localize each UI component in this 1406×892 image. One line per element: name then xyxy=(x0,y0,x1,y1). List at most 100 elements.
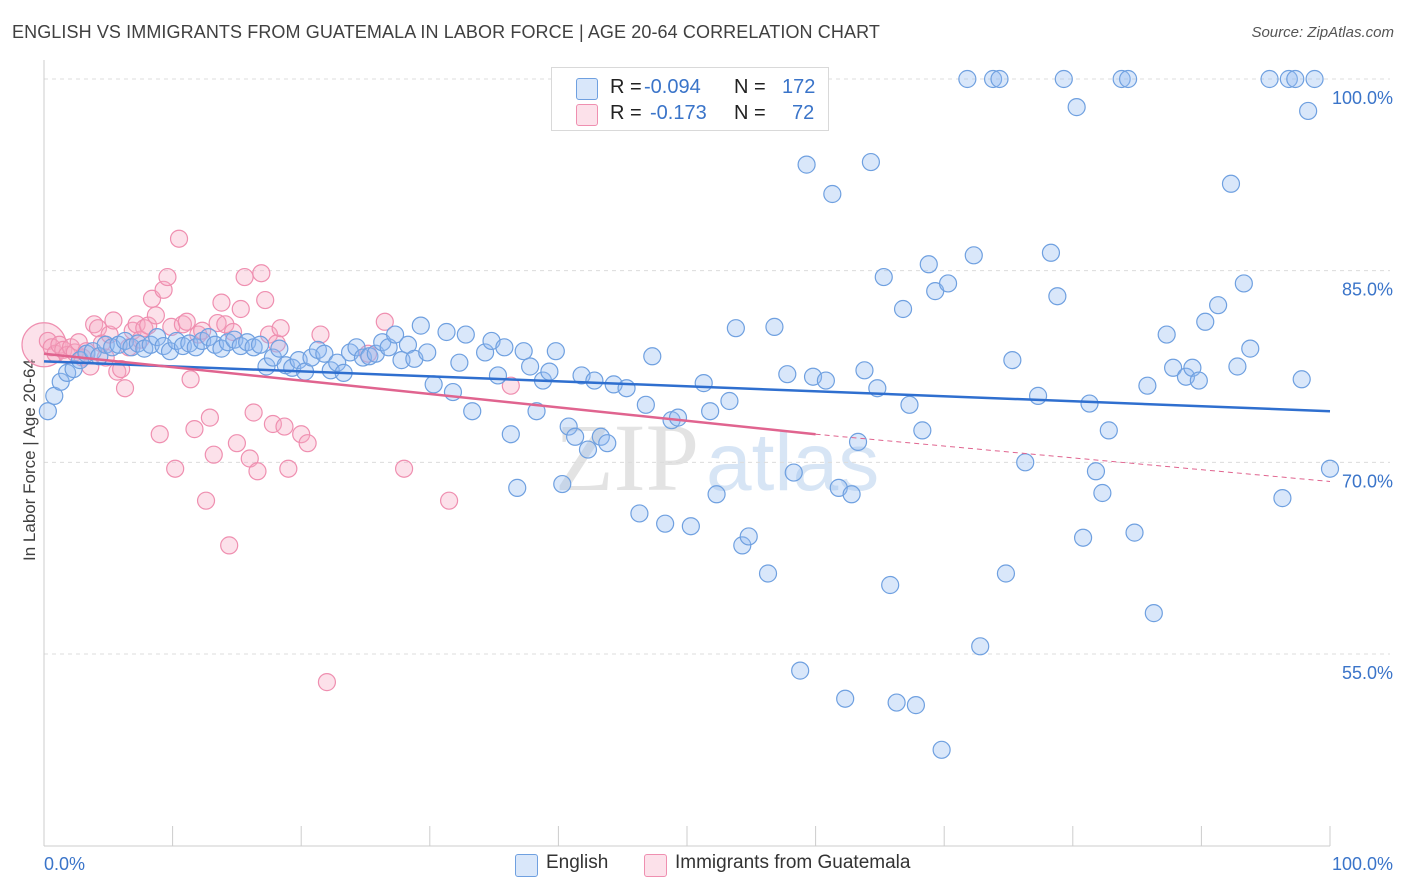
data-point-guatemala xyxy=(235,267,254,287)
data-point-english xyxy=(1234,274,1253,293)
data-point-english xyxy=(527,402,546,421)
legend-n-value: 172 xyxy=(782,76,816,98)
watermark-zip: ZIP xyxy=(555,404,699,511)
y-tick-label: 85.0% xyxy=(1342,280,1393,300)
data-point-english xyxy=(816,371,835,390)
data-point-english xyxy=(765,317,784,336)
data-point-english xyxy=(1144,604,1163,623)
legend-r-label: R = xyxy=(610,76,642,98)
data-point-english xyxy=(521,357,540,376)
data-point-english xyxy=(694,374,713,393)
data-point-english xyxy=(51,372,70,391)
legend-r-label: R = xyxy=(610,102,642,124)
data-point-guatemala xyxy=(275,417,294,436)
data-point-english xyxy=(1221,174,1241,193)
data-point-english xyxy=(919,255,938,274)
data-point-guatemala xyxy=(279,459,298,478)
data-point-english xyxy=(797,155,816,174)
data-point-english xyxy=(553,474,572,494)
data-point-english xyxy=(823,184,842,204)
data-point-guatemala xyxy=(439,491,459,510)
data-point-english xyxy=(861,152,880,172)
data-point-english xyxy=(1073,528,1093,547)
data-point-english xyxy=(1041,243,1061,262)
data-point-english xyxy=(983,69,1003,89)
data-point-guatemala xyxy=(252,264,271,283)
data-point-english xyxy=(1209,296,1228,315)
data-point-english xyxy=(1086,462,1106,481)
data-point-english xyxy=(1048,287,1067,306)
data-point-english xyxy=(881,575,900,595)
watermark: ZIP atlas xyxy=(555,404,879,511)
data-point-guatemala xyxy=(227,434,246,453)
data-point-english xyxy=(932,740,951,759)
bottom-legend-label-guatemala: Immigrants from Guatemala xyxy=(675,852,911,873)
y-tick-label: 70.0% xyxy=(1342,471,1393,491)
data-point-guatemala xyxy=(263,414,283,434)
data-point-english xyxy=(250,335,270,354)
data-point-english xyxy=(1228,357,1247,376)
data-point-english xyxy=(913,421,932,440)
data-point-english xyxy=(540,362,559,381)
data-point-english xyxy=(1305,69,1324,89)
data-point-english xyxy=(495,338,514,357)
chart-source: Source: ZipAtlas.com xyxy=(1251,24,1394,41)
data-point-english xyxy=(566,427,585,446)
legend-n-label: N = xyxy=(734,102,766,124)
bottom-legend-swatch-guatemala xyxy=(644,854,667,877)
legend-swatch-guatemala xyxy=(576,104,598,126)
data-point-guatemala xyxy=(394,459,414,478)
data-point-english xyxy=(701,402,720,421)
data-point-english xyxy=(1067,98,1086,117)
data-point-english xyxy=(1054,69,1073,89)
data-point-english xyxy=(392,351,411,370)
data-point-english xyxy=(559,417,578,436)
data-point-english xyxy=(463,402,482,421)
data-point-english xyxy=(1164,358,1183,377)
data-point-english xyxy=(971,637,990,656)
data-point-english xyxy=(938,274,958,293)
data-point-guatemala xyxy=(311,325,330,344)
data-point-guatemala xyxy=(375,312,394,331)
data-point-english xyxy=(893,299,913,319)
data-point-guatemala xyxy=(216,315,235,334)
data-point-guatemala xyxy=(169,229,189,248)
data-point-english xyxy=(1099,421,1118,440)
data-point-english xyxy=(514,342,533,361)
data-point-guatemala xyxy=(212,293,231,312)
data-point-english xyxy=(411,316,430,335)
data-point-guatemala xyxy=(501,376,520,395)
trend-line-guatemala xyxy=(43,352,816,436)
data-point-guatemala xyxy=(166,459,185,478)
data-point-guatemala xyxy=(208,313,227,333)
legend-r-value: -0.094 xyxy=(644,76,701,98)
data-point-english xyxy=(791,661,810,680)
data-point-guatemala xyxy=(150,425,169,444)
data-point-english xyxy=(385,325,405,344)
data-point-guatemala xyxy=(298,434,317,453)
data-point-english xyxy=(874,267,893,287)
data-point-english xyxy=(668,408,688,427)
data-point-english xyxy=(585,371,604,390)
data-point-guatemala xyxy=(271,319,290,338)
data-point-english xyxy=(1157,325,1176,344)
data-point-english xyxy=(964,246,983,265)
y-tick-label: 55.0% xyxy=(1342,663,1393,683)
x-tick-label: 100.0% xyxy=(1332,854,1393,874)
data-point-english xyxy=(598,434,617,453)
data-point-english xyxy=(1260,69,1279,89)
data-point-english xyxy=(1189,371,1208,390)
data-point-english xyxy=(1299,101,1318,121)
data-point-guatemala xyxy=(292,425,311,444)
data-point-english xyxy=(38,402,57,421)
data-point-guatemala xyxy=(317,673,337,692)
data-point-guatemala xyxy=(244,403,263,422)
data-point-english xyxy=(836,689,855,708)
data-point-english xyxy=(456,325,475,344)
y-tick-label: 100.0% xyxy=(1332,88,1393,108)
data-point-english xyxy=(578,440,598,459)
data-point-guatemala xyxy=(223,322,243,342)
data-point-english xyxy=(1292,370,1311,389)
data-point-english xyxy=(1003,351,1022,370)
